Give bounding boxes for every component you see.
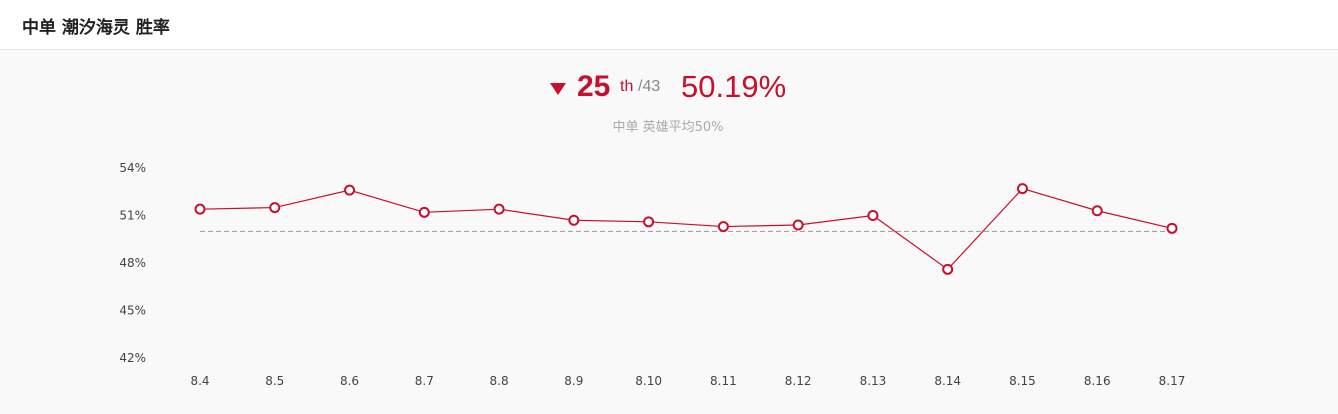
x-tick-label: 8.15 (1009, 374, 1036, 388)
data-point[interactable] (792, 219, 804, 231)
data-point[interactable] (568, 214, 580, 226)
average-subtitle-text: 中单 英雄平均50% (612, 120, 724, 135)
data-point[interactable] (643, 216, 655, 228)
data-point[interactable] (493, 203, 505, 215)
rank-suffix: th (620, 78, 634, 95)
average-subtitle: 中单 英雄平均50% (0, 116, 1338, 135)
data-point[interactable] (1166, 222, 1178, 234)
x-tick-label: 8.6 (340, 374, 359, 388)
y-axis-ticks: 54% 51% 48% 45% 42% (119, 161, 146, 365)
x-axis-ticks: 8.4 8.5 8.6 8.7 8.8 8.9 8.10 8.11 8.12 8.13 8.14 8.… (190, 374, 1185, 388)
data-point[interactable] (418, 206, 430, 218)
data-point[interactable] (942, 263, 954, 275)
rank-summary: 25 th /43 50.19% (0, 68, 1338, 108)
x-tick-label: 8.5 (265, 374, 284, 388)
series-line (199, 187, 1173, 271)
rank-total: /43 (638, 78, 661, 95)
x-tick-label: 8.7 (415, 374, 434, 388)
x-tick-label: 8.10 (635, 374, 662, 388)
x-tick-label: 8.13 (860, 374, 887, 388)
x-tick-label: 8.12 (785, 374, 812, 388)
x-tick-label: 8.11 (710, 374, 737, 388)
data-point[interactable] (194, 203, 206, 215)
y-tick-label: 48% (119, 256, 146, 270)
x-tick-label: 8.9 (564, 374, 583, 388)
data-point[interactable] (1016, 183, 1028, 195)
data-point[interactable] (717, 221, 729, 233)
data-point[interactable] (269, 202, 281, 214)
x-tick-label: 8.14 (934, 374, 961, 388)
x-tick-label: 8.16 (1084, 374, 1111, 388)
rank-number: 25 (577, 70, 611, 103)
trend-down-icon (550, 83, 566, 95)
win-rate-value: 50.19% (681, 69, 787, 104)
data-point[interactable] (1091, 205, 1103, 217)
y-tick-label: 51% (119, 209, 146, 223)
x-tick-label: 8.8 (490, 374, 509, 388)
y-tick-label: 42% (119, 351, 146, 365)
y-tick-label: 54% (119, 161, 146, 175)
data-points (194, 183, 1178, 275)
data-point[interactable] (344, 184, 356, 196)
x-tick-label: 8.4 (190, 374, 209, 388)
x-tick-label: 8.17 (1159, 374, 1186, 388)
page-title: 中单 潮汐海灵 胜率 (22, 18, 170, 38)
y-tick-label: 45% (119, 304, 146, 318)
header-bar: 中单 潮汐海灵 胜率 (0, 0, 1338, 50)
data-point[interactable] (867, 210, 879, 221)
